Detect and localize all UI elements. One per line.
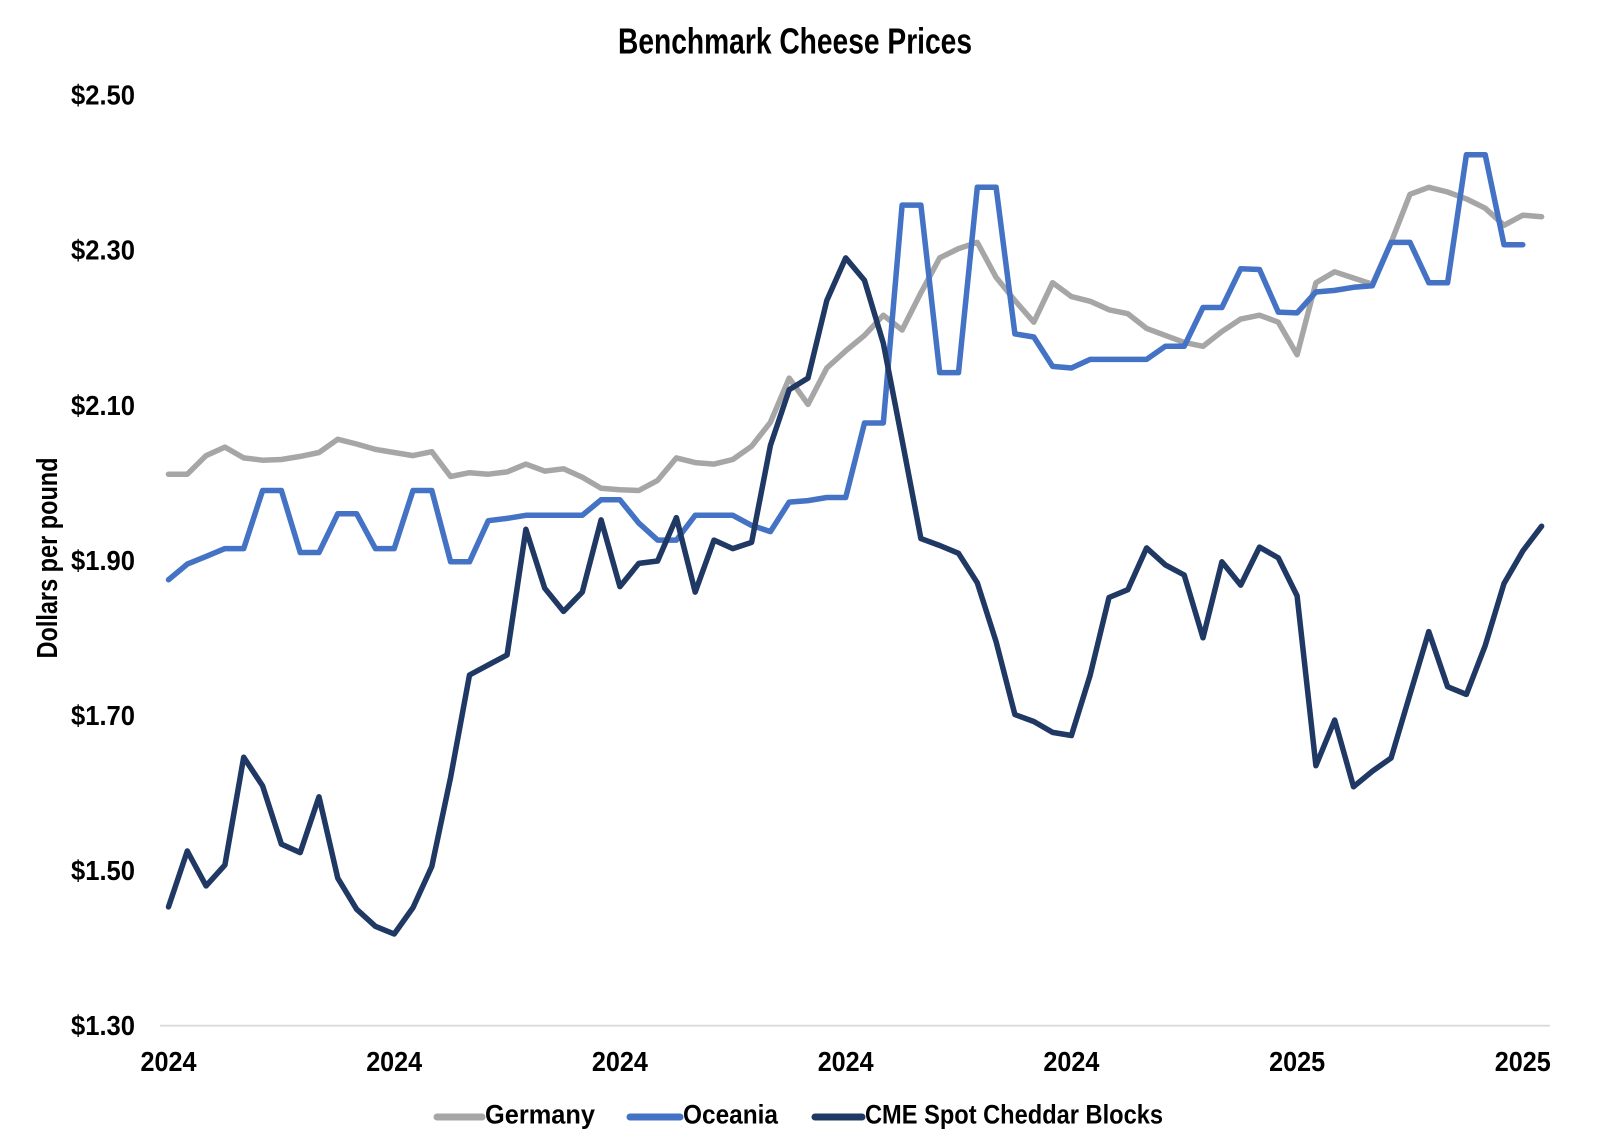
- svg-text:$1.30: $1.30: [71, 1010, 135, 1041]
- svg-text:$1.70: $1.70: [71, 700, 135, 731]
- svg-text:$2.30: $2.30: [71, 235, 135, 266]
- svg-text:2024: 2024: [818, 1046, 874, 1077]
- svg-text:2024: 2024: [1043, 1046, 1099, 1077]
- svg-text:$1.50: $1.50: [71, 855, 135, 886]
- svg-text:2025: 2025: [1495, 1046, 1551, 1077]
- svg-text:Benchmark Cheese Prices: Benchmark Cheese Prices: [618, 21, 972, 62]
- svg-text:CME Spot Cheddar Blocks: CME Spot Cheddar Blocks: [865, 1100, 1163, 1130]
- svg-text:2024: 2024: [141, 1046, 197, 1077]
- svg-text:2024: 2024: [592, 1046, 648, 1077]
- svg-text:2025: 2025: [1269, 1046, 1325, 1077]
- svg-text:$1.90: $1.90: [71, 545, 135, 576]
- svg-text:$2.50: $2.50: [71, 80, 135, 111]
- svg-text:$2.10: $2.10: [71, 390, 135, 421]
- svg-text:Germany: Germany: [485, 1100, 595, 1130]
- svg-text:Dollars per pound: Dollars per pound: [32, 458, 64, 659]
- svg-text:2024: 2024: [366, 1046, 422, 1077]
- svg-text:Oceania: Oceania: [683, 1100, 779, 1130]
